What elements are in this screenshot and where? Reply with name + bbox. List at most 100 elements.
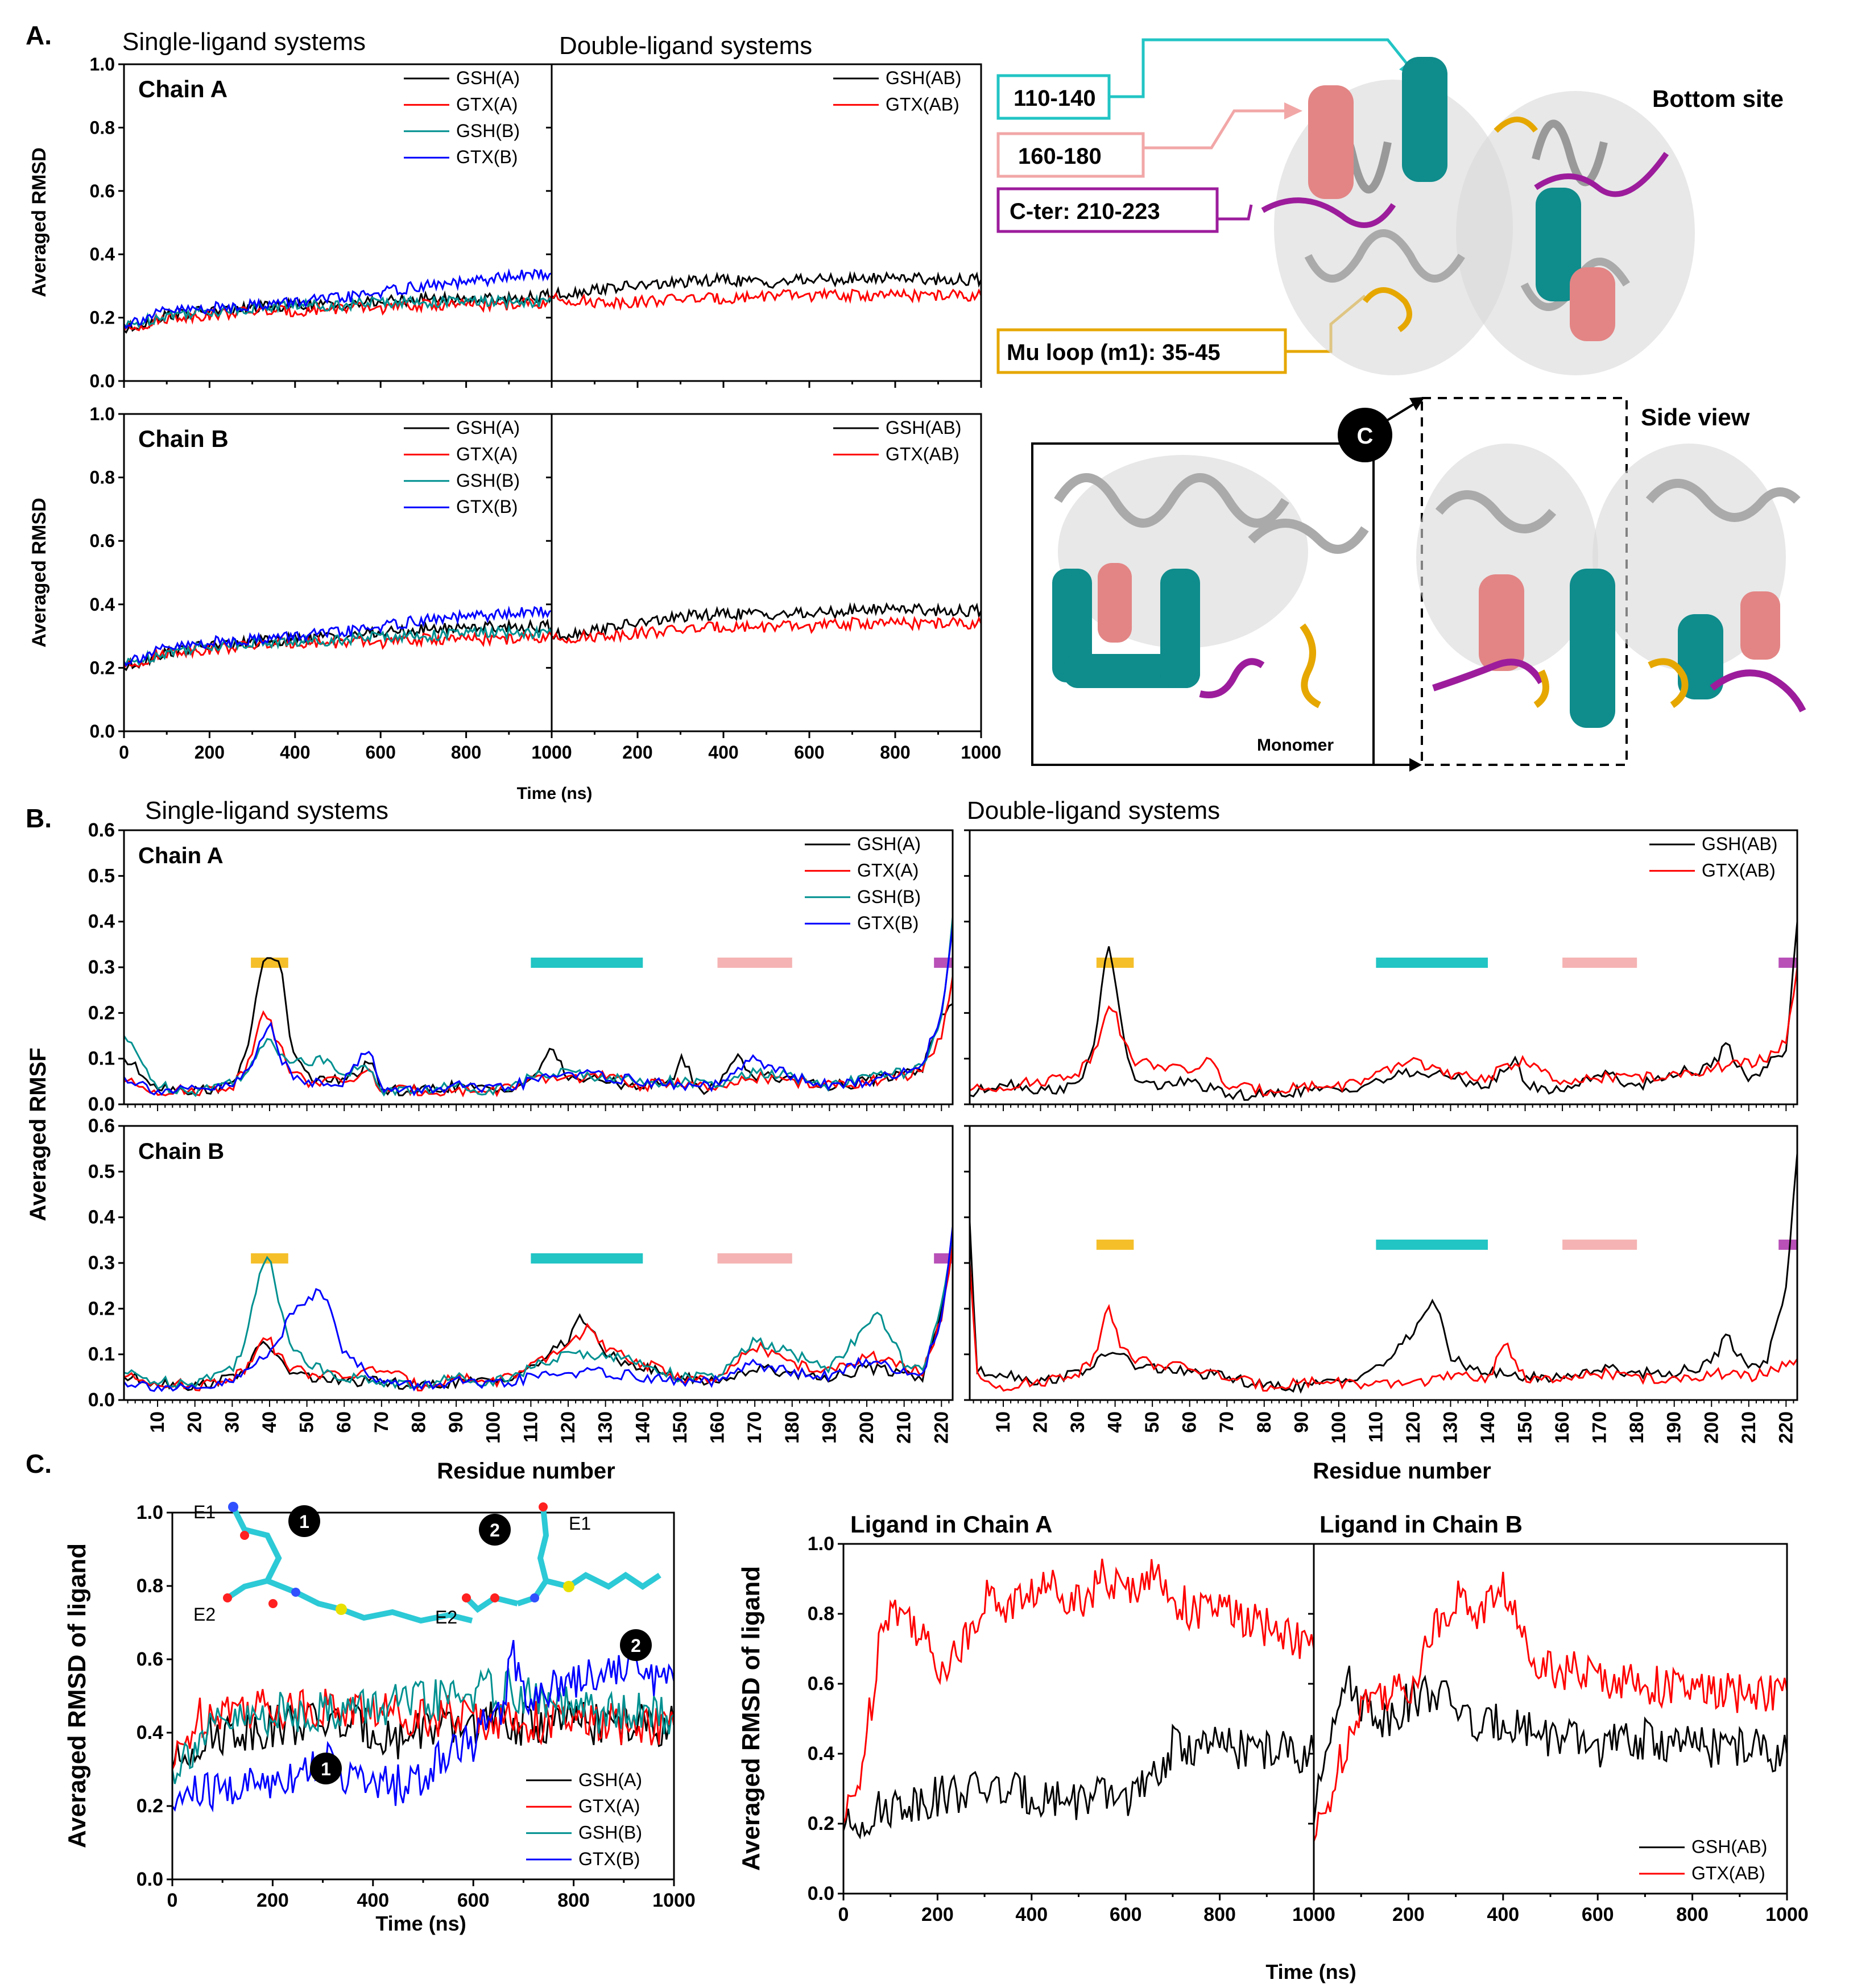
x-tick-label: 0: [119, 742, 129, 763]
legend-label: GSH(B): [578, 1823, 642, 1843]
y-axis-label: Averaged RMSD of ligand: [737, 1566, 765, 1871]
region-bar: [717, 957, 792, 968]
chart-rmsf-chainA-double: Double-ligand systems GSH(AB) GTX(AB): [964, 797, 1798, 1111]
y-tick-label: 0.4: [90, 244, 115, 264]
panel-letter-a: A.: [26, 20, 52, 50]
x-tick-label: 20: [184, 1411, 206, 1433]
ligand1-e1: E1: [193, 1502, 216, 1522]
y-tick-label: 0.2: [90, 308, 115, 328]
x-tick-label: 120: [557, 1411, 579, 1444]
y-tick-label: 0.0: [88, 1389, 115, 1411]
plot-frame: [1313, 1543, 1788, 1895]
x-tick-label: 30: [221, 1411, 243, 1433]
chart-title: Chain B: [138, 1139, 224, 1164]
x-tick-label: 160: [707, 1411, 729, 1444]
y-tick-label: 0.1: [88, 1344, 115, 1365]
x-tick-label: 1000: [531, 742, 572, 763]
x-tick-label: 800: [1203, 1904, 1236, 1925]
legend-label: GSH(A): [456, 417, 520, 438]
x-tick-label: 10: [147, 1411, 168, 1433]
y-axis-label: Averaged RMSD of ligand: [63, 1543, 91, 1848]
x-tick-label: 50: [1141, 1411, 1163, 1433]
series-line-GSH(A): [123, 1240, 954, 1391]
ligand1-marker-curve: [310, 1753, 342, 1784]
y-axis-label: Averaged RMSF: [26, 1047, 51, 1221]
x-tick-label: 1000: [1292, 1904, 1335, 1925]
ligand1-marker-top: [288, 1505, 320, 1537]
callout-cter-label: C-ter: 210-223: [1010, 199, 1160, 224]
chart-rmsf-chainB-single: Averaged RMSF 0.0 0.1 0.2 0.3 0.4 0.5 0.6 10 20 30…: [26, 1047, 954, 1444]
legend-label: GTX(B): [857, 913, 919, 933]
series-line-GSH(B): [171, 1667, 675, 1784]
series-line-GSH(AB): [551, 271, 982, 300]
x-tick-label: 200: [1392, 1904, 1425, 1925]
x-tick-label: 200: [1701, 1411, 1722, 1444]
callout-110-140: [996, 74, 1111, 120]
y-tick-label: 0.6: [136, 1649, 163, 1670]
monomer-label: Monomer: [1257, 736, 1334, 755]
legend-label: GSH(B): [456, 121, 520, 141]
chart-rmsd-chainA-double: Double-ligand systems GSH(AB) GTX(AB): [546, 32, 982, 388]
region-bar: [1778, 1239, 1797, 1250]
x-tick-label: 1000: [961, 742, 1001, 763]
plot-frame: [123, 1125, 954, 1401]
legend-label: GSH(A): [456, 68, 520, 88]
y-tick-label: 0.2: [136, 1795, 163, 1817]
chart-title: Chain A: [138, 843, 224, 868]
legend-label: GTX(A): [456, 444, 518, 464]
y-tick-label: 0.3: [88, 1252, 115, 1274]
ligand2-marker-top: [479, 1514, 511, 1546]
xlabel-rmsf-left: Residue number: [437, 1459, 615, 1484]
region-bar: [1096, 957, 1134, 968]
x-tick-label: 40: [259, 1411, 280, 1433]
x-tick-label: 80: [408, 1411, 429, 1433]
series-line-GTX(AB): [842, 1558, 1315, 1824]
y-axis-label: Averaged RMSD: [28, 147, 50, 297]
series-line-GSH(B): [123, 624, 553, 666]
region-bar: [1562, 1239, 1637, 1250]
bottom-site-dimer: [1261, 57, 1695, 375]
ligand2-e2: E2: [435, 1607, 457, 1627]
chart-rmsd-chainB-double: 1000 200 400 600 800 1000 GSH(AB) GTX(AB): [531, 413, 1002, 763]
y-tick-label: 0.8: [808, 1603, 834, 1625]
x-tick-label: 150: [669, 1411, 691, 1444]
chart-header: Double-ligand systems: [967, 797, 1220, 825]
ligand2-marker-curve-label: 2: [631, 1635, 641, 1656]
x-tick-label: 200: [921, 1904, 954, 1925]
series-line-GTX(B): [123, 605, 552, 667]
y-tick-label: 0.2: [90, 657, 115, 678]
y-tick-label: 0.4: [136, 1722, 163, 1743]
y-tick-label: 0.6: [88, 819, 115, 841]
region-bar: [531, 1253, 643, 1264]
legend-label: GTX(AB): [886, 444, 959, 464]
region-bar: [1376, 957, 1488, 968]
y-axis-label: Averaged RMSD: [28, 498, 50, 647]
y-tick-label: 0.4: [88, 1207, 115, 1228]
x-tick-label: 600: [366, 742, 396, 763]
ligand1-marker-curve-label: 1: [321, 1759, 331, 1779]
region-bar: [1562, 957, 1637, 968]
x-tick-label: 800: [557, 1890, 590, 1911]
region-bar: [251, 1253, 288, 1264]
x-tick-label: 120: [1403, 1411, 1424, 1444]
y-tick-label: 1.0: [136, 1502, 163, 1523]
chart-header: Double-ligand systems: [559, 32, 812, 60]
x-tick-label: 140: [632, 1411, 653, 1444]
x-tick-label: 110: [520, 1411, 541, 1443]
legend-label: GTX(A): [456, 94, 518, 114]
bottom-site-label: Bottom site: [1652, 85, 1784, 112]
x-tick-label: 100: [1328, 1411, 1350, 1444]
x-tick-label: 40: [1105, 1411, 1126, 1433]
c-arrow-down-head: [1409, 758, 1422, 772]
y-tick-label: 1.0: [90, 54, 115, 74]
x-tick-label: 160: [1552, 1411, 1573, 1444]
series-line-GTX(B): [123, 926, 954, 1097]
c-arrow-up-head: [1409, 397, 1425, 411]
y-tick-label: 0.5: [88, 865, 115, 887]
ligand2-marker-curve: [620, 1629, 652, 1661]
x-tick-label: 800: [880, 742, 910, 763]
y-tick-label: 1.0: [808, 1533, 834, 1555]
legend-label: GSH(A): [857, 834, 921, 854]
legend-label: GSH(AB): [886, 417, 961, 438]
y-tick-label: 0.2: [808, 1813, 834, 1834]
